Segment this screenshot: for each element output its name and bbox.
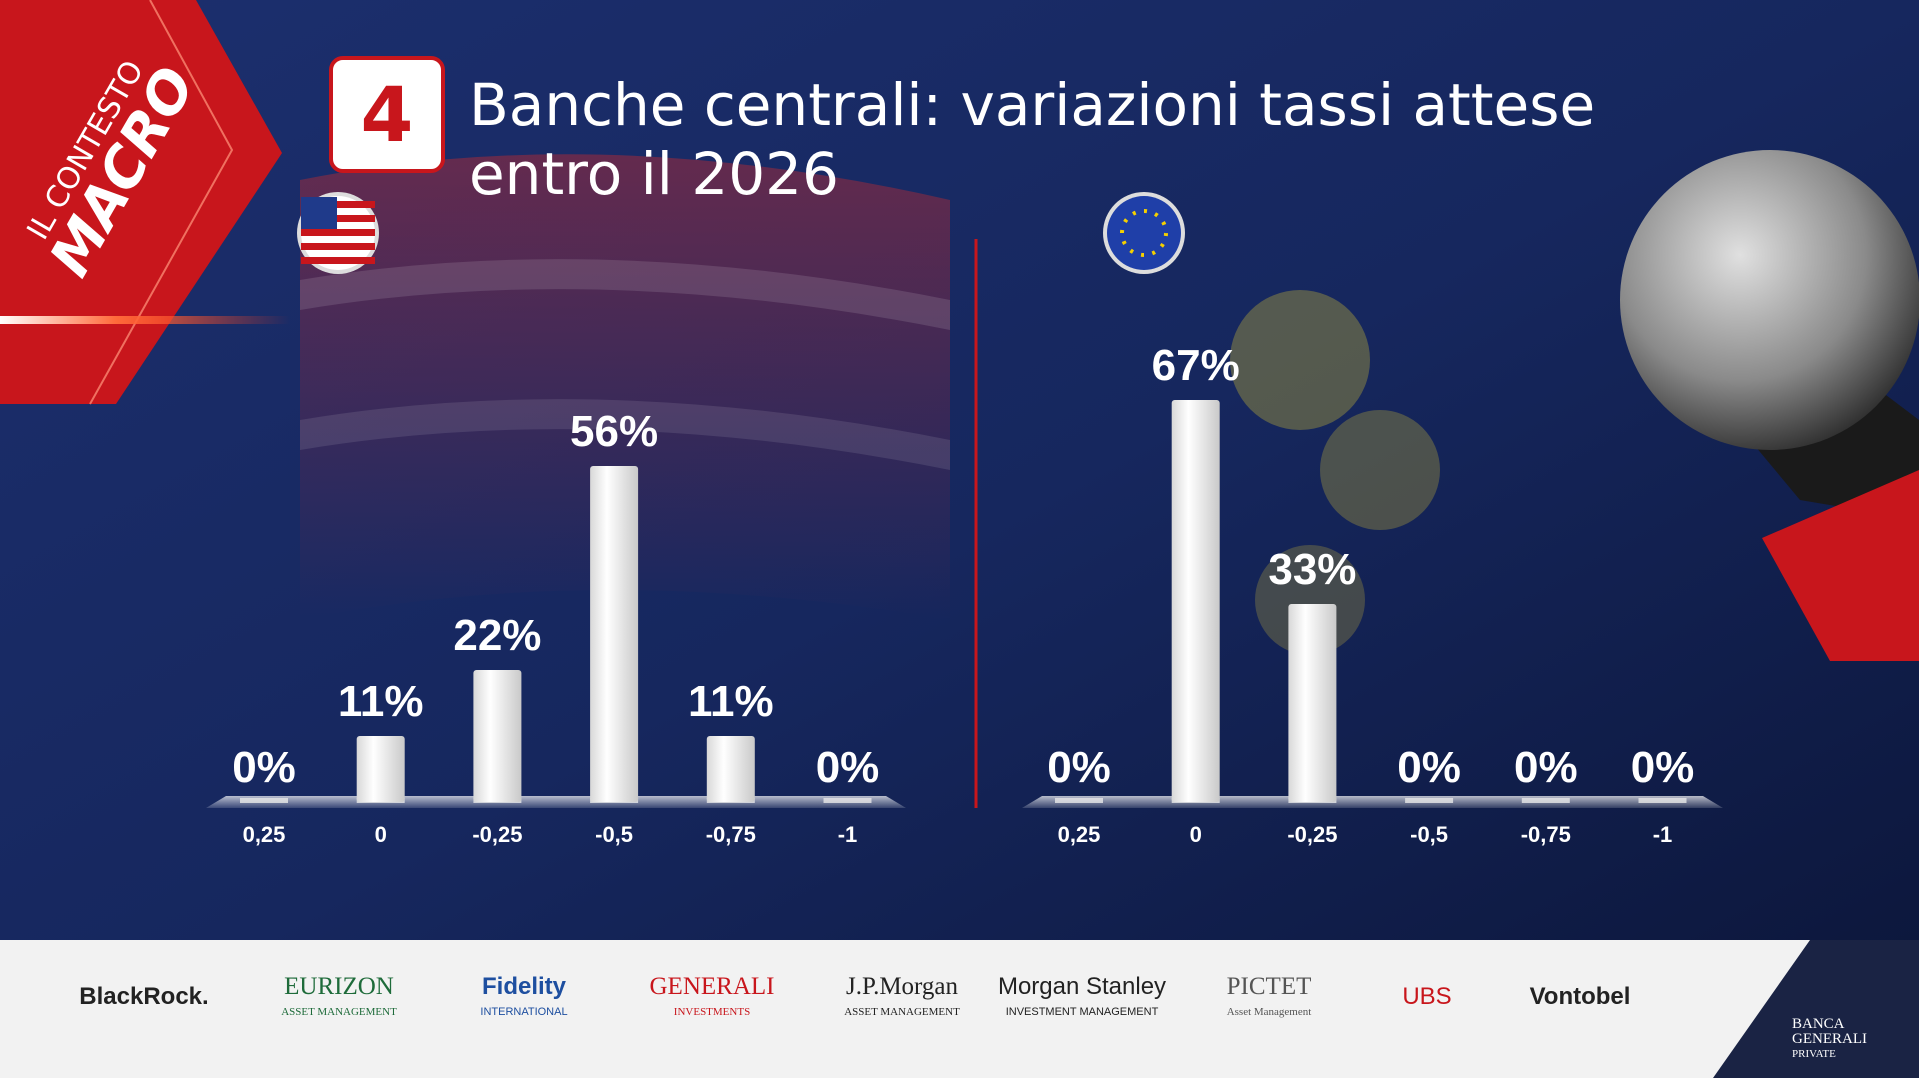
section-number: 4 <box>361 70 414 159</box>
platform <box>206 796 906 808</box>
value-label: 0% <box>1514 743 1578 792</box>
x-tick-label: -0,5 <box>1410 822 1448 847</box>
logo-sub: ASSET MANAGEMENT <box>281 1006 397 1018</box>
flag-stripe <box>301 257 375 264</box>
flag-stripes <box>300 154 950 620</box>
bar-base <box>1405 798 1454 803</box>
value-label: 0% <box>816 743 880 792</box>
x-tick-label: -1 <box>838 822 858 847</box>
flag-stars <box>1120 209 1168 257</box>
flag-stripe <box>300 259 950 330</box>
microphone <box>1620 150 1919 661</box>
mic-head <box>1620 150 1919 450</box>
logo-name: J.P.Morgan <box>846 973 959 1000</box>
bar <box>706 736 755 802</box>
bar-base <box>823 798 872 803</box>
x-tick-label: 0,25 <box>243 822 286 847</box>
bar-base <box>1521 798 1570 803</box>
bar-base <box>1638 798 1687 803</box>
title-line: entro il 2026 <box>469 140 839 208</box>
eu-star <box>1320 410 1440 530</box>
eu-flag <box>1103 192 1185 274</box>
badge <box>0 0 282 404</box>
value-label: 11% <box>338 677 424 726</box>
logo-sub: INVESTMENT MANAGEMENT <box>1006 1006 1159 1018</box>
flag-stripe <box>301 201 375 208</box>
brand-line: BANCA <box>1792 1016 1845 1032</box>
bar <box>1171 400 1220 802</box>
logo-name: EURIZON <box>284 973 394 1000</box>
logo-name: Vontobel <box>1530 983 1631 1010</box>
flag-canton <box>301 197 337 229</box>
brand-line: GENERALI <box>1792 1031 1867 1047</box>
x-tick-label: 0 <box>1190 822 1202 847</box>
value-label: 0% <box>1631 743 1695 792</box>
eu-star <box>1230 290 1370 430</box>
logo-name: Morgan Stanley <box>998 973 1166 1000</box>
flag-stripe <box>301 215 375 222</box>
number-box <box>329 56 445 173</box>
x-tick-label: -0,75 <box>1521 822 1571 847</box>
value-label: 11% <box>688 677 774 726</box>
logo-sub: ASSET MANAGEMENT <box>844 1006 960 1018</box>
us-flag <box>297 192 379 274</box>
logo-sub: Asset Management <box>1227 1006 1312 1018</box>
x-tick-label: 0 <box>375 822 387 847</box>
x-tick-label: -0,75 <box>706 822 756 847</box>
value-label: 22% <box>453 611 541 660</box>
value-label: 0% <box>1047 743 1111 792</box>
value-label: 67% <box>1152 341 1240 390</box>
charts: 0% 0,25 11% 0 22% -0,25 56% -0,5 11% -0,75 0% -1 0% 0… <box>232 341 1694 847</box>
bar <box>473 670 522 802</box>
flag-field <box>1107 196 1181 270</box>
logo-name: PICTET <box>1227 973 1312 1000</box>
bar <box>356 736 405 802</box>
platform <box>1022 796 1723 808</box>
flag-stripe <box>300 399 950 470</box>
eu-star <box>1255 545 1365 655</box>
brand-line: PRIVATE <box>1792 1048 1836 1060</box>
bar-base <box>240 798 288 803</box>
x-tick-label: 0,25 <box>1058 822 1101 847</box>
x-tick-label: -0,25 <box>1287 822 1337 847</box>
logos: BlackRock. EURIZON ASSET MANAGEMENT Fidelit… <box>79 973 1630 1018</box>
mic-flag <box>1762 470 1919 661</box>
x-tick-label: -0,25 <box>472 822 522 847</box>
footer-corner <box>1713 940 1919 1078</box>
value-label: 56% <box>570 407 658 456</box>
value-label: 0% <box>1397 743 1461 792</box>
logo-name: Fidelity <box>482 973 567 1000</box>
bar <box>590 466 639 802</box>
value-label: 0% <box>232 743 296 792</box>
title-line: Banche centrali: variazioni tassi attese <box>469 71 1595 139</box>
flag-stripe <box>301 229 375 236</box>
logo-sub: INTERNATIONAL <box>480 1006 567 1018</box>
bar-base <box>1055 798 1103 803</box>
logo-name: GENERALI <box>650 973 775 1000</box>
badge-glow <box>0 316 290 324</box>
flag-stripe <box>301 243 375 250</box>
value-label: 33% <box>1268 545 1356 594</box>
x-tick-label: -1 <box>1653 822 1673 847</box>
logo-sub: INVESTMENTS <box>674 1006 750 1018</box>
footer <box>0 940 1919 1078</box>
x-tick-label: -0,5 <box>595 822 633 847</box>
bar <box>1288 604 1337 802</box>
logo-name: BlackRock. <box>79 983 208 1010</box>
logo-name: UBS <box>1402 983 1451 1010</box>
